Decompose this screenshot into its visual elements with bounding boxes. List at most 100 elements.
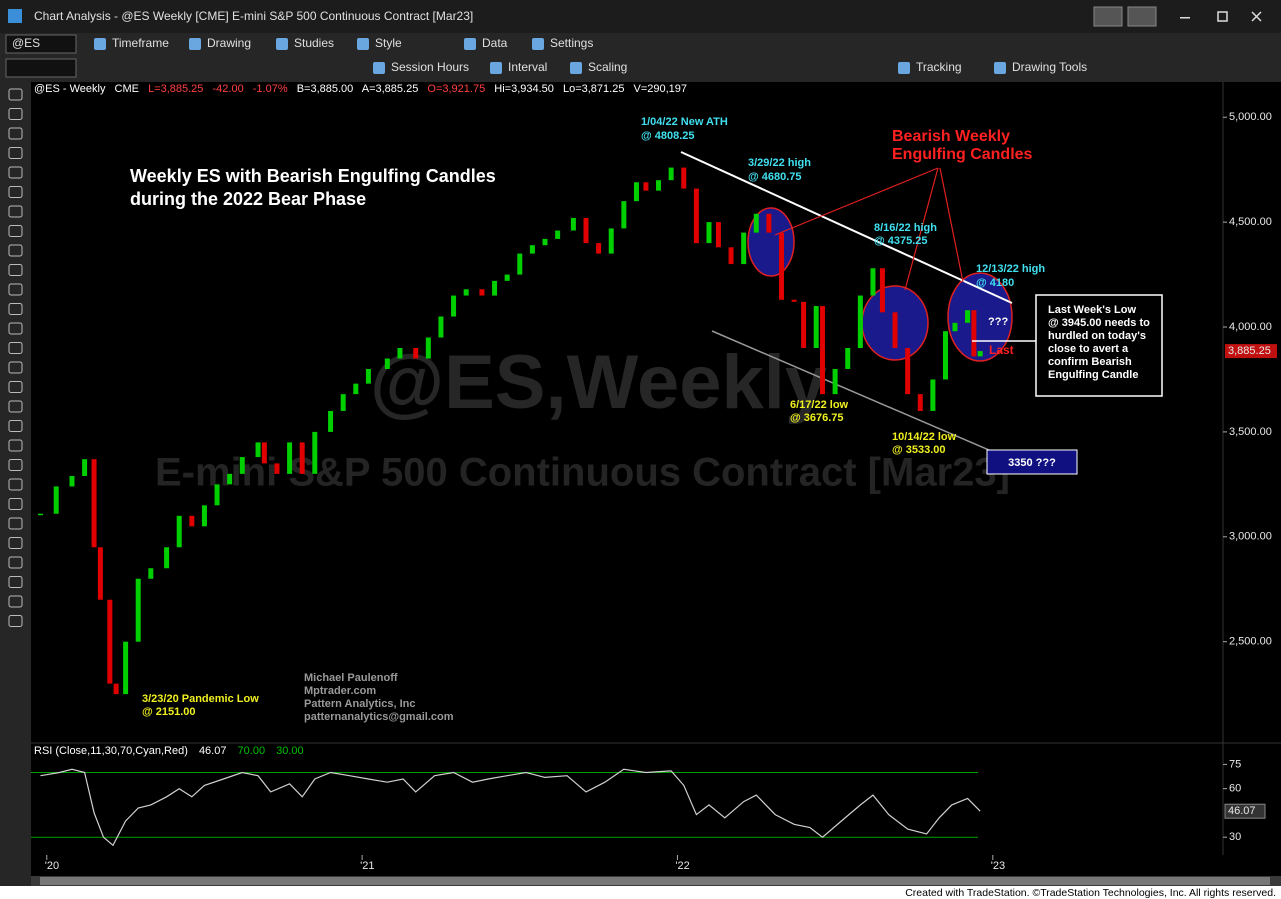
toolbar-button[interactable]: Tracking [916,60,962,74]
toolbar-button[interactable]: Timeframe [112,36,169,50]
s-button[interactable] [1093,6,1123,27]
tool-icon[interactable] [8,381,23,393]
minimize[interactable] [1180,17,1190,19]
candle [91,459,97,548]
candle [425,337,431,359]
candle [857,295,863,348]
annotation: Engulfing Candles [892,146,1033,163]
tool-icon[interactable] [8,127,23,140]
price-pane [31,82,1223,743]
candle [879,268,885,313]
annotation: 10/14/22 low [892,431,957,443]
candle [397,347,403,359]
annotation: 12/13/22 high [976,263,1045,275]
toolbar-icon[interactable] [276,38,288,50]
interval-box[interactable] [5,58,77,78]
tool-icon[interactable] [8,88,23,101]
candle [463,289,469,296]
tool-icon[interactable] [8,361,23,374]
y-tick-label: 3,500.00 [1229,426,1272,438]
tool-icon[interactable] [8,225,23,237]
tool-icon[interactable] [8,244,23,257]
candle [633,182,639,202]
toolbar-button[interactable]: Style [375,36,402,50]
tool-icon[interactable] [8,459,23,471]
toolbar-icon[interactable] [490,62,502,74]
tool-icon[interactable] [8,205,23,218]
tool-icon[interactable] [8,420,23,432]
tool-icon[interactable] [8,264,23,276]
app-icon [8,9,22,23]
tool-icon[interactable] [8,498,23,510]
candle [555,230,561,239]
candle [741,232,747,265]
tool-icon[interactable] [8,108,23,120]
toolbar-button[interactable]: Drawing [207,36,251,50]
toolbar-button[interactable]: Drawing Tools [1012,60,1087,74]
candle [820,306,826,395]
toolbar-icon[interactable] [357,38,369,50]
chart-title: Weekly ES with Bearish Engulfing Candles [130,166,496,186]
close[interactable] [1251,11,1262,22]
toolbar-icon[interactable] [189,38,201,50]
target-box [986,449,1078,475]
symbol-box[interactable] [5,34,77,54]
tool-icon[interactable] [8,283,23,296]
tool-icon[interactable] [8,556,23,569]
candle [693,188,699,244]
legend-item: B=3,885.00 [297,83,354,95]
tool-icon[interactable] [8,166,23,179]
layout-button[interactable] [1127,6,1157,27]
toolbar-button[interactable]: Session Hours [391,60,469,74]
tool-icon[interactable] [8,439,23,452]
toolbar-button[interactable]: Studies [294,36,334,50]
candle [479,289,485,296]
y-tick-label: 4,000.00 [1229,321,1272,333]
rsi-line [40,768,981,847]
candle [643,182,649,191]
toolbar-icon[interactable] [898,62,910,74]
candle [779,232,785,300]
toolbar-icon[interactable] [532,38,544,50]
toolbar-icon[interactable] [570,62,582,74]
tool-icon[interactable] [8,517,23,530]
last-value-label: 46.07 [1228,805,1256,817]
x-tick-label: '23 [991,860,1005,872]
tool-icon[interactable] [8,303,23,315]
x-tick-label: '20 [45,860,59,872]
toolbar-button[interactable]: Settings [550,36,593,50]
note-line: close to avert a [1048,343,1129,355]
toolbar-icon[interactable] [94,38,106,50]
tool-icon[interactable] [8,478,23,491]
tool-icon[interactable] [8,537,23,549]
legend-item: A=3,885.25 [362,83,419,95]
toolbar-icon[interactable] [464,38,476,50]
candle [189,515,195,527]
tool-icon[interactable] [8,186,23,198]
window-title: Chart Analysis - @ES Weekly [CME] E-mini… [34,9,473,23]
tool-icon[interactable] [8,147,23,159]
x-tick-label: '22 [675,860,689,872]
candle [201,505,207,527]
tool-icon[interactable] [8,576,23,588]
tool-icon[interactable] [8,322,23,335]
title-bar [0,0,1281,33]
chart-title: during the 2022 Bear Phase [130,189,366,209]
tool-icon[interactable] [8,400,23,413]
toolbar-button[interactable]: Scaling [588,60,627,74]
candle [274,463,280,474]
candle [930,379,936,411]
candle [53,486,59,514]
toolbar-icon[interactable] [373,62,385,74]
toolbar-button[interactable]: Data [482,36,508,50]
tool-icon[interactable] [8,595,23,608]
candle [214,484,220,506]
legend-item: -1.07% [253,83,288,95]
legend-item: Lo=3,871.25 [563,83,624,95]
maximize[interactable] [1217,11,1228,22]
toolbar-button[interactable]: Interval [508,60,547,74]
tool-icon[interactable] [8,615,23,627]
toolbar-icon[interactable] [994,62,1006,74]
scroll-thumb[interactable] [40,877,1270,885]
tool-icon[interactable] [8,342,23,354]
